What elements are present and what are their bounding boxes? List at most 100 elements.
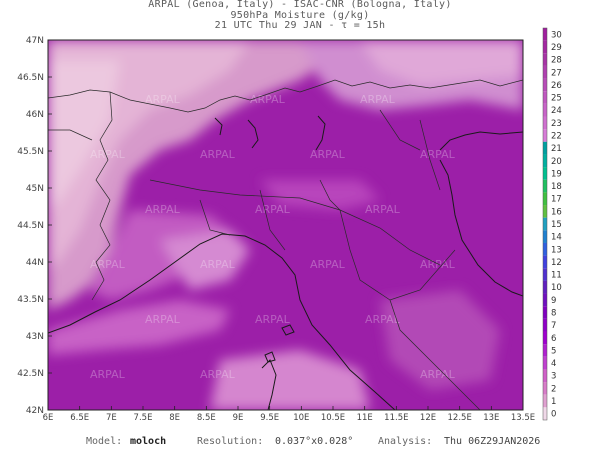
colorbar-label: 8 xyxy=(551,309,556,319)
colorbar-swatch xyxy=(543,78,547,92)
watermark: ARPAL xyxy=(200,368,236,381)
colorbar-label: 15 xyxy=(551,220,562,230)
watermark: ARPAL xyxy=(365,203,401,216)
colorbar-swatch xyxy=(543,268,547,281)
colorbar-swatch xyxy=(543,179,547,193)
watermark: ARPAL xyxy=(365,313,401,326)
title-time: 21 UTC Thu 29 JAN - τ = 15h xyxy=(214,20,386,31)
coastlines xyxy=(48,115,523,410)
latitude-tick-label: 46N xyxy=(26,110,44,120)
latitude-tick-label: 43.5N xyxy=(17,295,44,305)
axis-ticks xyxy=(47,39,524,411)
colorbar-swatch xyxy=(543,116,547,130)
colorbar-label: 27 xyxy=(551,68,562,78)
latitude-tick-label: 45.5N xyxy=(17,147,44,157)
colorbar-swatch xyxy=(543,369,547,383)
watermark: ARPAL xyxy=(255,313,291,326)
moisture-field xyxy=(48,40,523,410)
model-value: moloch xyxy=(130,436,167,447)
latitude-tick-label: 46.5N xyxy=(17,73,44,83)
watermark: ARPAL xyxy=(145,93,181,106)
watermark: ARPAL xyxy=(255,203,291,216)
colorbar-label: 16 xyxy=(551,207,562,217)
colorbar-swatch xyxy=(543,205,547,218)
colorbar-swatch xyxy=(543,167,547,180)
colorbar-label: 9 xyxy=(551,296,556,306)
borders xyxy=(48,79,523,410)
watermark: ARPAL xyxy=(360,93,396,106)
longitude-tick-label: 9.5E xyxy=(260,413,279,423)
colorbar-swatch xyxy=(543,331,547,345)
title-field: 950hPa Moisture (g/kg) xyxy=(230,9,370,21)
watermark: ARPAL xyxy=(90,368,126,381)
colorbar-swatch xyxy=(543,242,547,256)
colorbar-swatch xyxy=(543,230,547,243)
resolution-label: Resolution: xyxy=(197,436,264,447)
latitude-tick-label: 44.5N xyxy=(17,221,44,231)
latitude-tick-label: 45N xyxy=(26,184,44,194)
latitude-labels: 47N 46.5N 46N 45.5N 45N 44.5N 44N 43.5N 43N 42.5N… xyxy=(17,36,44,416)
colorbar-label: 29 xyxy=(551,43,562,53)
colorbar-swatch xyxy=(543,293,547,307)
colorbar-swatch xyxy=(543,217,547,231)
colorbar-swatch xyxy=(543,344,547,357)
longitude-tick-label: 10E xyxy=(293,413,309,423)
watermark: ARPAL xyxy=(200,258,236,271)
colorbar-label: 3 xyxy=(551,372,556,382)
watermark: ARPAL xyxy=(200,148,236,161)
longitude-tick-label: 13E xyxy=(483,413,499,423)
colorbar-label: 24 xyxy=(551,106,562,116)
longitude-tick-label: 9E xyxy=(233,413,244,423)
colorbar-label: 20 xyxy=(551,157,562,167)
latitude-tick-label: 42.5N xyxy=(17,369,44,379)
longitude-tick-label: 10.5E xyxy=(321,413,345,423)
watermark: ARPAL xyxy=(145,203,181,216)
watermark: ARPAL xyxy=(420,368,456,381)
colorbar-label: 1 xyxy=(551,397,556,407)
longitude-tick-label: 11.5E xyxy=(384,413,408,423)
longitude-labels: 6E 6.5E 7E 7.5E 8E 8.5E 9E 9.5E 10E 10.5E 11E 11.5E… xyxy=(43,413,536,423)
colorbar-swatch xyxy=(543,103,547,117)
colorbar-swatch xyxy=(543,129,547,142)
colorbar-label: 22 xyxy=(551,131,562,141)
colorbar-frame xyxy=(542,27,548,421)
colorbar-label: 13 xyxy=(551,245,562,255)
title-block: ARPAL (Genoa, Italy) - ISAC-CNR (Bologna… xyxy=(0,0,600,32)
colorbar-label: 5 xyxy=(551,346,556,356)
model-label: Model: xyxy=(86,436,123,447)
colorbar-swatch xyxy=(543,91,547,104)
latitude-tick-label: 47N xyxy=(26,36,44,46)
colorbar-swatch xyxy=(543,306,547,319)
colorbar-label: 4 xyxy=(551,359,556,369)
colorbar-swatch xyxy=(543,141,547,155)
longitude-tick-label: 11E xyxy=(357,413,373,423)
colorbar-swatch xyxy=(543,53,547,66)
latitude-tick-label: 42N xyxy=(26,406,44,416)
longitude-tick-label: 12.5E xyxy=(448,413,472,423)
watermark: ARPAL xyxy=(90,148,126,161)
colorbar-swatch xyxy=(543,407,547,420)
colorbar-label: 21 xyxy=(551,144,562,154)
watermark: ARPAL xyxy=(420,148,456,161)
colorbar-label: 18 xyxy=(551,182,562,192)
colorbar-swatch xyxy=(543,28,547,41)
colorbar-label: 10 xyxy=(551,283,562,293)
colorbar-label: 7 xyxy=(551,321,556,331)
latitude-tick-label: 43N xyxy=(26,332,44,342)
colorbar: 3029282726252423222120191817161514131211… xyxy=(542,27,562,421)
colorbar-label: 6 xyxy=(551,334,556,344)
watermark: ARPAL xyxy=(250,93,286,106)
colorbar-label: 0 xyxy=(551,410,556,420)
longitude-tick-label: 13.5E xyxy=(511,413,535,423)
longitude-tick-label: 8E xyxy=(169,413,180,423)
watermark: ARPAL xyxy=(310,258,346,271)
colorbar-label: 19 xyxy=(551,169,562,179)
colorbar-swatch xyxy=(543,65,547,79)
resolution-value: 0.037°x0.028° xyxy=(275,436,354,447)
longitude-tick-label: 8.5E xyxy=(197,413,216,423)
analysis-label: Analysis: xyxy=(378,436,433,447)
longitude-tick-label: 12E xyxy=(420,413,436,423)
colorbar-label: 11 xyxy=(551,271,562,281)
colorbar-label: 26 xyxy=(551,81,562,91)
